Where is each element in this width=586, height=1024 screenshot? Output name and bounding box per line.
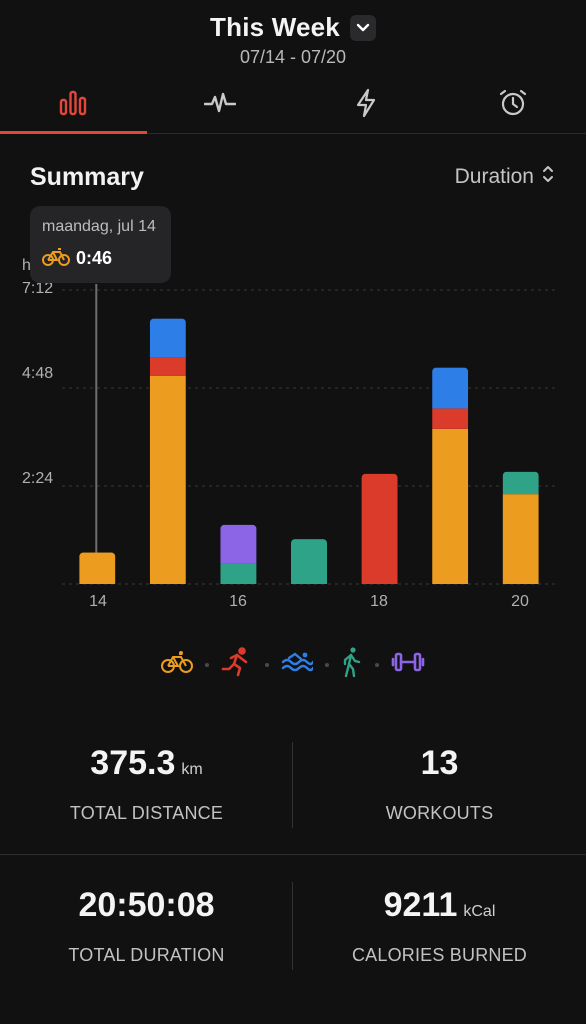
bar-segment-swimming	[149, 318, 186, 358]
run-icon	[221, 647, 253, 682]
period-selector[interactable]: This Week	[0, 12, 586, 43]
y-tick-label: 4:48	[22, 365, 54, 382]
chart-canvas	[62, 284, 556, 585]
x-tick-label: 20	[511, 593, 529, 610]
dumbbell-icon	[391, 651, 425, 678]
stat-total-distance: 375.3 km TOTAL DISTANCE	[0, 744, 293, 824]
legend-separator	[375, 662, 379, 667]
stat-unit: km	[181, 761, 203, 778]
stat-label: TOTAL DISTANCE	[69, 803, 224, 823]
summary-title: Summary	[30, 163, 144, 191]
tooltip-date: maandag, jul 14	[42, 218, 156, 235]
alarm-clock-icon	[498, 88, 528, 123]
divider	[0, 854, 586, 855]
swim-icon	[281, 650, 315, 679]
stat-value: 375.3	[90, 744, 176, 782]
bar-segment-cycling	[149, 375, 186, 584]
activity-legend	[0, 646, 586, 683]
tooltip-value: 0:46	[76, 248, 113, 268]
heart-rate-icon	[203, 91, 236, 120]
lightning-icon	[355, 88, 377, 123]
legend-separator	[205, 662, 209, 667]
tab-summary[interactable]	[0, 78, 147, 134]
stat-label: CALORIES BURNED	[351, 945, 528, 965]
walk-icon	[341, 646, 363, 683]
y-tick-label: 2:24	[22, 470, 54, 487]
tab-alarms[interactable]	[440, 78, 586, 133]
duration-chart[interactable]: h 7:12 4:48 2:24 14 16 18 20	[0, 200, 586, 620]
bar-15[interactable]	[149, 318, 186, 584]
stat-calories: 9211 kCal CALORIES BURNED	[293, 886, 586, 966]
bar-segment-swimming	[432, 367, 469, 409]
bar-17[interactable]	[291, 539, 327, 584]
bar-segment-running	[432, 408, 469, 429]
stat-label: WORKOUTS	[385, 803, 494, 823]
bar-16[interactable]	[220, 524, 257, 584]
bar-20[interactable]	[502, 471, 539, 584]
bar-segment-cycling	[79, 552, 116, 584]
bike-icon	[161, 650, 193, 679]
chart-tooltip: maandag, jul 14 0:46	[30, 206, 171, 283]
y-unit-label: h	[22, 257, 31, 274]
divider	[292, 882, 293, 970]
header: This Week 07/14 - 07/20	[0, 0, 586, 72]
bar-segment-running	[149, 357, 186, 376]
divider	[292, 742, 293, 828]
stat-workouts: 13 WORKOUTS	[293, 744, 586, 824]
x-tick-label: 16	[229, 593, 247, 610]
sort-arrows-icon	[542, 165, 554, 189]
bar-segment-running	[361, 473, 398, 584]
stat-value: 13	[420, 744, 459, 782]
x-tick-label: 14	[89, 593, 107, 610]
bike-icon	[42, 246, 70, 271]
bar-segment-strength	[220, 524, 257, 564]
legend-separator	[325, 662, 329, 667]
tab-bar	[0, 78, 586, 134]
bar-segment-walking	[502, 471, 539, 495]
date-range: 07/14 - 07/20	[239, 47, 347, 67]
stat-value: 9211	[383, 886, 458, 924]
bar-19[interactable]	[432, 367, 469, 584]
chevron-down-icon[interactable]	[349, 14, 376, 41]
bar-14[interactable]	[79, 552, 116, 584]
tab-heart-rate[interactable]	[147, 78, 294, 133]
y-tick-label: 7:12	[22, 280, 54, 297]
stats-grid: 375.3 km TOTAL DISTANCE 13 WORKOUTS 20:50…	[0, 716, 586, 1006]
sort-selector[interactable]: Duration	[455, 165, 554, 189]
sort-label: Duration	[454, 165, 534, 188]
bar-18[interactable]	[361, 473, 398, 584]
bar-segment-walking	[291, 539, 327, 584]
stat-total-duration: 20:50:08 TOTAL DURATION	[0, 886, 293, 966]
page-title: This Week	[210, 12, 340, 42]
stat-unit: kCal	[463, 903, 496, 920]
bar-segment-cycling	[502, 494, 539, 584]
x-tick-label: 18	[370, 593, 388, 610]
bar-segment-cycling	[432, 428, 469, 584]
stat-value: 20:50:08	[78, 886, 215, 924]
bar-chart-icon	[58, 90, 88, 121]
legend-separator	[265, 662, 269, 667]
stat-label: TOTAL DURATION	[68, 945, 225, 965]
bar-segment-walking	[220, 563, 257, 584]
tab-energy[interactable]	[293, 78, 440, 133]
